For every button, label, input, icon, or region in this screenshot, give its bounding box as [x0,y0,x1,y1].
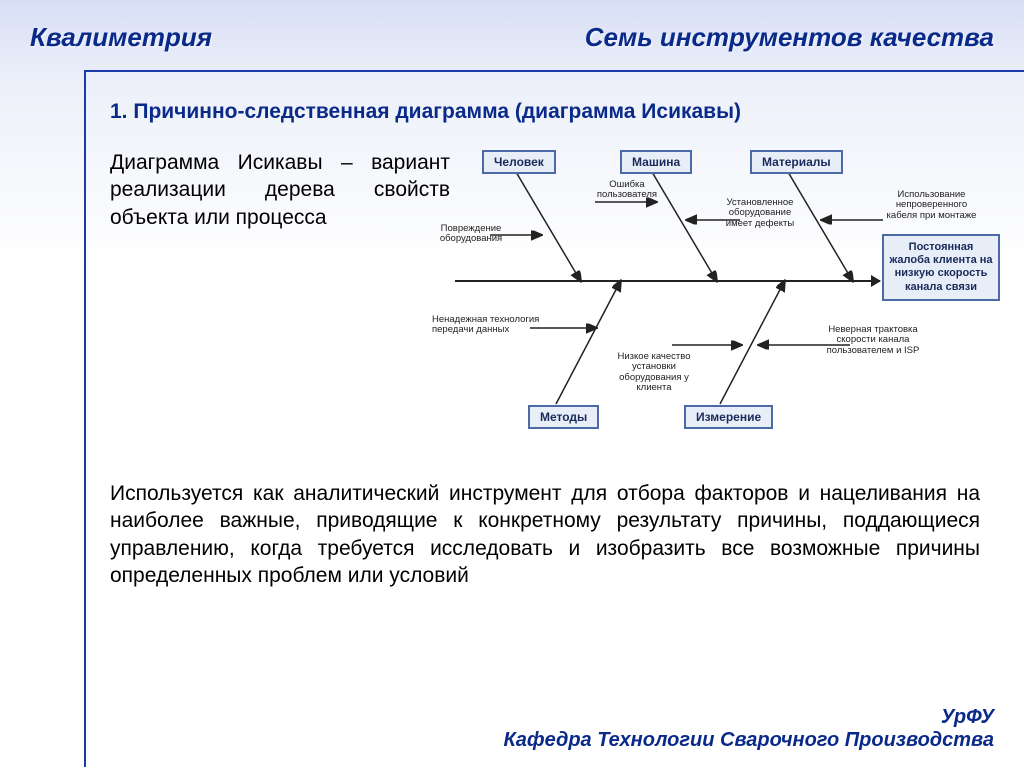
header-right: Семь инструментов качества [585,22,994,60]
spine-line [455,280,880,282]
category-box-measurement: Измерение [684,405,773,429]
sub-cable: Использование непроверенного кабеля при … [884,190,979,221]
sub-user-error: Ошибка пользователя [592,180,662,201]
category-box-machine: Машина [620,150,692,174]
sub-damage: Повреждение оборудования [432,224,510,245]
intro-text: Диаграмма Исикавы – вариант реализации д… [110,149,450,231]
sub-wrong-measure: Неверная трактовка скорости канала польз… [818,325,928,356]
category-box-methods: Методы [528,405,599,429]
header-left: Квалиметрия [30,22,212,60]
fishbone-diagram: Человек Машина Материалы Методы Измерени… [440,150,1000,430]
category-box-materials: Материалы [750,150,843,174]
divider-horizontal [84,70,1024,72]
outro-text: Используется как аналитический инструмен… [110,480,980,589]
sub-low-quality-install: Низкое качество установки оборудования у… [608,352,700,394]
category-box-human: Человек [482,150,556,174]
footer: УрФУ Кафедра Технологии Сварочного Произ… [503,706,994,752]
effect-box: Постоянная жалоба клиента на низкую скор… [882,234,1000,301]
footer-line2: Кафедра Технологии Сварочного Производст… [503,729,994,752]
divider-vertical [84,70,86,767]
sub-equip-defects: Установленное оборудование имеет дефекты [716,198,804,229]
sub-unreliable-tech: Ненадежная технология передачи данных [432,315,544,336]
footer-line1: УрФУ [503,706,994,729]
section-title: 1. Причинно-следственная диаграмма (диаг… [110,100,994,124]
